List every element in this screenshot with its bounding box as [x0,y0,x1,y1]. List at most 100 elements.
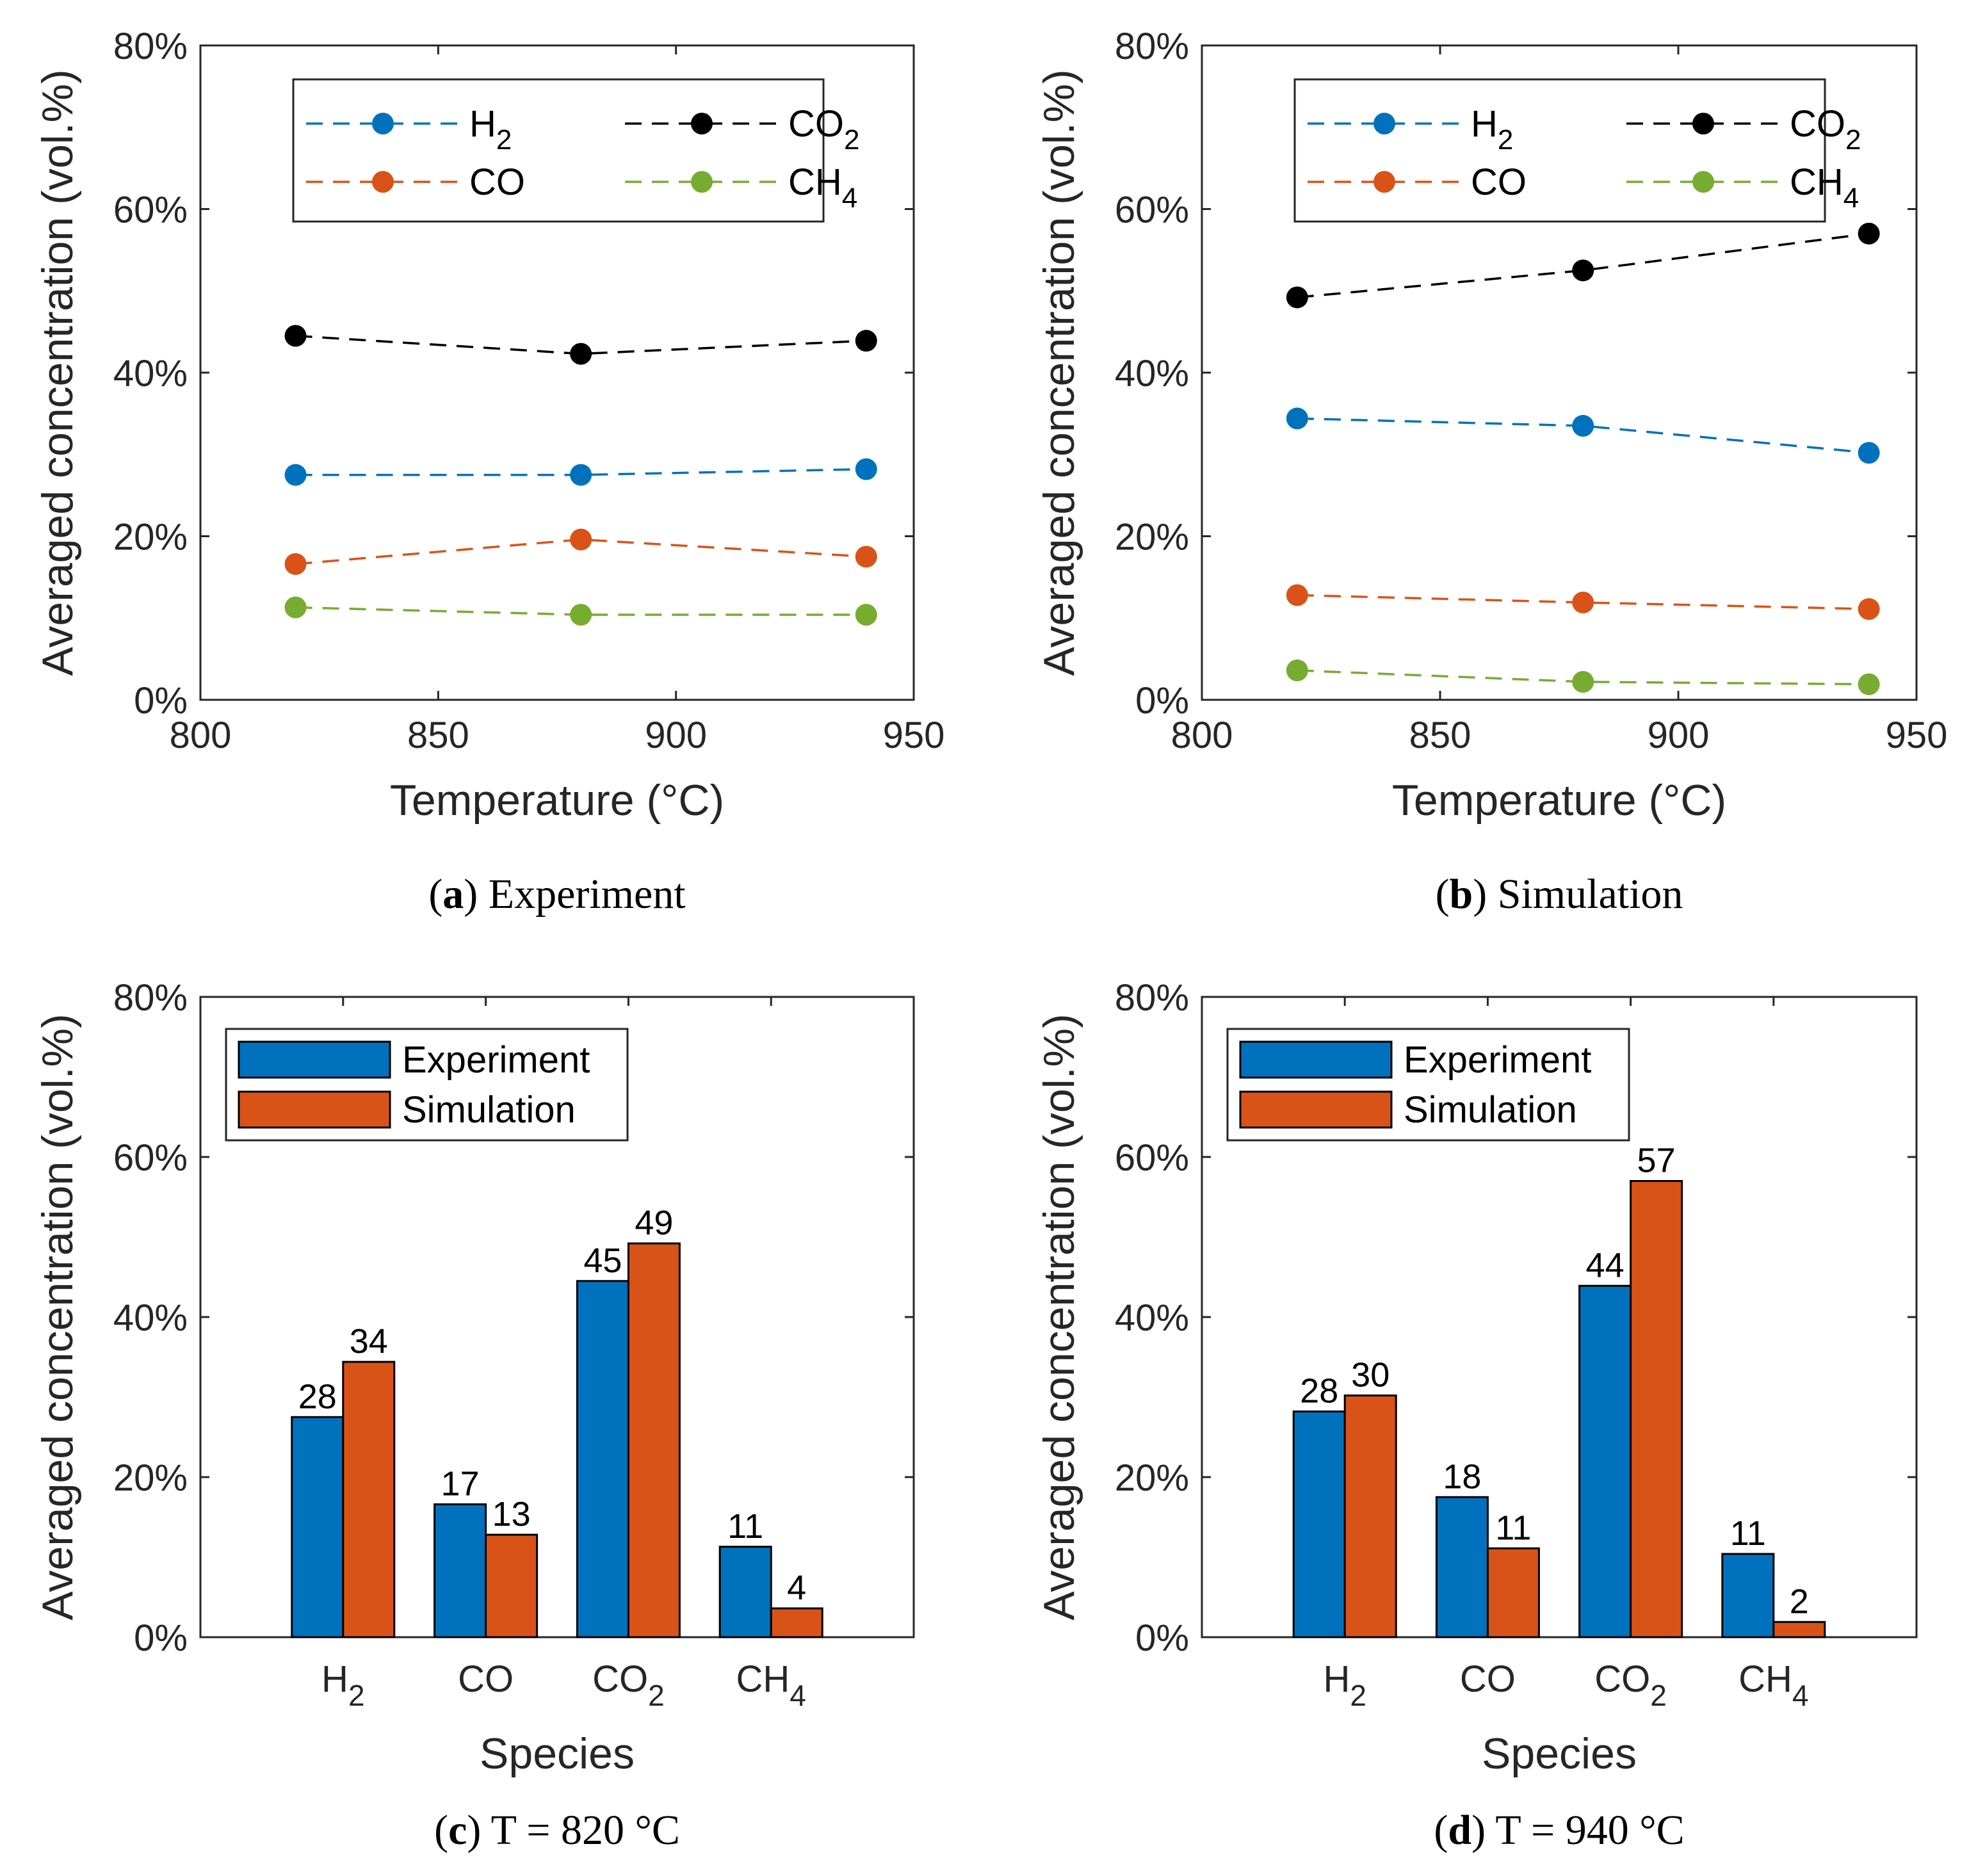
legend-label-h2-subscript: 2 [1498,124,1513,156]
series-line-co [1297,594,1869,610]
data-point-co2 [284,325,307,347]
caption-paren-open: ( [1436,871,1450,918]
x-axis-title: Species [1482,1729,1637,1778]
bar-value-label: 11 [727,1507,763,1546]
legend-box [292,78,825,223]
bar-value-label: 28 [298,1377,337,1416]
bar-experiment [1721,1553,1775,1638]
legend-label-co-main: CO [469,161,525,203]
caption-letter: b [1450,871,1473,918]
caption-paren-close: ) [1471,1807,1495,1854]
x-tick-label-subscript: 2 [348,1679,365,1712]
legend-label-ch4-subscript: 4 [1843,182,1859,214]
legend-label-ch4-main: CH [1790,161,1843,203]
x-tick-label-subscript: 2 [1650,1679,1667,1712]
panel-caption: (a) Experiment [428,871,685,918]
legend-box [1293,78,1826,223]
y-tick-label: 60% [1115,1137,1189,1179]
legend-label-h2: H2 [1471,103,1513,156]
data-point-co [284,553,307,575]
x-tick-label: H2 [1323,1658,1366,1712]
legend-label-co2-main: CO [1790,103,1845,145]
chart-panel-a: 0% 20% 40% 60% 80% Averaged concentration (vo… [33,26,944,918]
bar-simulation [1772,1621,1826,1638]
legend: Experiment Simulation [225,1028,629,1142]
y-tick-label: 40% [113,353,188,394]
legend-label-h2-main: H [1471,103,1498,145]
x-tick-label: CO2 [1594,1658,1667,1712]
bar-value-label: 30 [1351,1356,1390,1395]
caption-text: Experiment [489,871,686,918]
caption-text: Simulation [1498,871,1683,918]
panel-caption: (b) Simulation [1436,871,1683,918]
legend-marker-ch4 [1692,171,1714,193]
bar-simulation [485,1533,539,1638]
bar-simulation [770,1607,823,1638]
data-point-co [1858,598,1880,620]
y-tick-label: 20% [113,1457,188,1499]
y-axis-title: Averaged concentration (vol.%) [1035,1014,1083,1620]
y-axis-title: Averaged concentration (vol.%) [33,69,82,675]
x-tick-label-main: CO [1460,1658,1516,1700]
bar-simulation [1486,1547,1540,1638]
y-tick-label: 40% [113,1297,188,1339]
y-tick-label: 0% [1135,1617,1189,1659]
x-tick-label-main: H [321,1658,348,1700]
x-tick-label: 950 [1886,715,1948,756]
legend-label-ch4: CH4 [788,161,857,214]
legend-label-ch4: CH4 [1790,161,1859,214]
bar-experiment [434,1503,487,1638]
legend: Experiment Simulation [1226,1028,1630,1142]
data-point-co2 [1858,222,1880,245]
y-tick-label: 40% [1115,1297,1189,1339]
legend-label-experiment: Experiment [402,1039,590,1081]
data-point-co2 [1572,259,1594,282]
x-tick-label-main: CH [736,1658,790,1700]
x-tick-label: 800 [170,715,232,756]
y-tick-label: 0% [134,680,188,722]
y-tick-label: 60% [113,190,188,231]
x-tick-label: CO2 [592,1658,665,1712]
x-tick-label-subscript: 2 [648,1679,665,1712]
x-axis-title: Temperature (°C) [390,776,724,825]
caption-paren-close: ) [467,1807,490,1854]
y-tick-label: 20% [1115,517,1189,558]
y-tick-label: 20% [1115,1457,1189,1499]
bar-simulation [1630,1180,1683,1638]
legend-label-ch4-main: CH [788,161,842,203]
x-tick-label: CH4 [736,1658,806,1712]
caption-text: T = 940 °C [1495,1807,1684,1854]
y-tick-label: 40% [1115,353,1189,394]
legend-marker-ch4 [691,171,713,193]
x-tick-label-main: CO [1594,1658,1650,1700]
legend-label-co2: CO2 [1790,103,1861,156]
caption-letter: a [442,871,464,918]
data-point-ch4 [1286,659,1308,682]
data-point-ch4 [284,596,307,619]
x-tick-label: 850 [407,715,469,756]
caption-paren-close: ) [1473,871,1497,918]
bar-experiment [1435,1496,1489,1638]
bar-value-label: 49 [635,1204,673,1242]
bar-value-label: 57 [1637,1142,1676,1180]
legend-label-co2-subscript: 2 [1845,124,1861,156]
x-axis-title: Species [480,1729,635,1778]
bar-value-label: 2 [1790,1582,1809,1621]
bar-simulation [627,1242,681,1638]
panel-caption: (c) T = 820 °C [434,1807,680,1854]
bar-value-label: 45 [583,1241,622,1280]
series-line-ch4 [1297,669,1869,686]
y-axis-title: Averaged concentration (vol.%) [1035,69,1083,675]
x-tick-label-subscript: 4 [790,1679,806,1712]
data-point-ch4 [570,604,592,626]
caption-paren-open: ( [428,871,442,918]
legend-marker-co [372,171,394,193]
legend-label-h2-main: H [469,103,496,145]
x-axis-title: Temperature (°C) [1392,776,1726,825]
x-tick-label: CH4 [1738,1658,1808,1712]
bar-value-label: 34 [350,1322,388,1361]
x-tick-label-main: CO [458,1658,514,1700]
bar-value-label: 11 [1730,1514,1766,1553]
bar-value-label: 13 [492,1495,531,1533]
